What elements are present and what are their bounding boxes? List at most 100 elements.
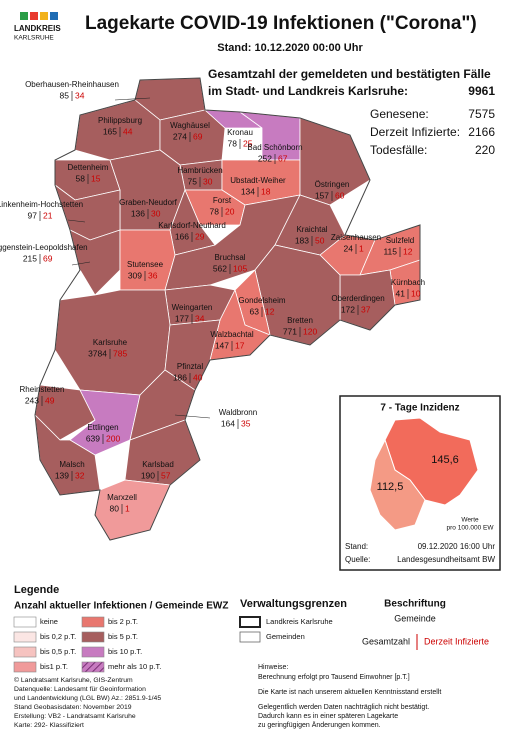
municipality-total: 186 (173, 372, 187, 382)
legend-subtitle: Anzahl aktueller Infektionen / Gemeinde … (14, 601, 228, 612)
municipality-current: 17 (235, 340, 245, 350)
municipality-total: 115 (383, 246, 397, 256)
summary-heading: im Stadt- und Landkreis Karlsruhe: (208, 84, 408, 98)
inset-stand-label: Stand: (345, 542, 368, 551)
municipality-name: Walzbachtal (210, 330, 254, 339)
municipality-total: 172 (341, 304, 355, 314)
municipality-current: 12 (265, 306, 275, 316)
legend-label: bis 0,5 p.T. (40, 647, 76, 656)
municipality-total: 97 (28, 210, 38, 220)
municipality-name: Graben-Neudorf (119, 198, 178, 207)
municipality-total: 243 (25, 395, 39, 405)
municipality-total: 190 (141, 470, 155, 480)
note-line: Berechnung erfolgt pro Tausend Einwohner… (258, 674, 410, 681)
municipality-total: 58 (76, 173, 86, 183)
municipality-name: Karlsbad (142, 460, 174, 469)
municipality-total: 309 (128, 270, 142, 280)
municipality-current: 10 (411, 288, 421, 298)
municipality-current: 15 (91, 173, 101, 183)
summary-value: 2166 (468, 125, 495, 139)
municipality-total: 164 (221, 418, 235, 428)
title: Lagekarte COVID-19 Infektionen ("Corona"… (85, 13, 477, 34)
municipality-name: Eggenstein-Leopoldshafen (0, 243, 88, 252)
municipality-name: Marxzell (107, 493, 137, 502)
municipality-total: 63 (250, 306, 260, 316)
summary-value: 7575 (468, 107, 495, 121)
municipality-total: 639 (86, 433, 100, 443)
logo-text: LANDKREIS (14, 24, 61, 33)
municipality-current: 105 (233, 263, 247, 273)
labeling-current: Derzeit Infizierte (424, 636, 489, 646)
footer-line: © Landratsamt Karlsruhe, GIS-Zentrum (14, 676, 133, 684)
municipality-current: 35 (241, 418, 251, 428)
municipality-area (109, 149, 186, 231)
logo-text: KARLSRUHE (14, 35, 54, 42)
municipality-current: 37 (361, 304, 371, 314)
municipality-current: 30 (151, 208, 161, 218)
inset-title: 7 - Tage Inzidenz (380, 403, 459, 414)
municipality-total: 274 (173, 131, 187, 141)
municipality-total: 3784 (88, 348, 107, 358)
municipality-current: 30 (203, 176, 213, 186)
municipality-total: 771 (283, 326, 297, 336)
municipality-current: 1 (359, 243, 364, 253)
municipality-current: 69 (43, 253, 53, 263)
logo (20, 12, 58, 20)
legend-label: bis 0,2 p.T. (40, 632, 76, 641)
municipality-total: 562 (213, 263, 227, 273)
note-line: zu geringfügigen Änderungen kommen. (258, 721, 381, 729)
borders-title: Verwaltungsgrenzen (240, 598, 347, 610)
municipality-name: Pfinztal (177, 362, 203, 371)
inset-unit: Werte (461, 517, 479, 524)
municipality-current: 36 (148, 270, 158, 280)
leader-line (174, 414, 211, 419)
summary-value: 220 (475, 143, 495, 157)
legend-swatch (13, 646, 37, 658)
municipality-name: Philippsburg (98, 116, 142, 125)
municipality-name: Kraichtal (296, 225, 327, 234)
municipality-total: 157 (315, 190, 329, 200)
inset-stand-value: 09.12.2020 16:00 Uhr (418, 542, 496, 551)
municipality-name: Oberhausen-Rheinhausen (25, 80, 119, 89)
labeling-total: Gesamtzahl (362, 636, 410, 646)
municipality-area (69, 229, 121, 296)
summary-total: 9961 (468, 84, 495, 98)
municipality-current: 34 (195, 313, 205, 323)
municipality-current: 18 (261, 186, 271, 196)
leader-line (71, 261, 91, 266)
municipality-name: Karlsruhe (93, 338, 128, 347)
municipality-name: Bretten (287, 316, 313, 325)
labeling-title: Beschriftung (384, 599, 446, 610)
footer-line: und Landentwicklung (LGL BW) Az.: 2851.9… (14, 695, 161, 702)
legend-title: Legende (14, 584, 59, 596)
footer-line: Datenquelle: Landesamt für Geoinformatio… (14, 686, 146, 693)
municipality-total: 252 (258, 153, 272, 163)
municipality-total: 215 (23, 253, 37, 263)
municipality-name: Zaisenhausen (331, 233, 381, 242)
leader-line (67, 219, 86, 223)
municipality-current: 50 (315, 235, 325, 245)
summary-label: Genesene: (370, 107, 429, 121)
municipality-current: 785 (113, 348, 127, 358)
municipality-name: Waghäusel (170, 121, 210, 130)
municipality-current: 60 (335, 190, 345, 200)
incidence-value: 112,5 (377, 481, 404, 493)
municipality-total: 134 (241, 186, 255, 196)
municipality-total: 85 (60, 90, 70, 100)
municipality-name: Forst (213, 196, 232, 205)
municipality-current: 20 (225, 206, 235, 216)
municipality-current: 57 (161, 470, 171, 480)
legend-swatch (13, 661, 37, 673)
legend-label: bis 2 p.T. (108, 617, 138, 626)
legend-swatch (81, 646, 105, 658)
municipality-name: Dettenheim (68, 163, 109, 172)
municipality-current: 25 (243, 138, 253, 148)
municipality-total: 24 (344, 243, 354, 253)
municipality-total: 147 (215, 340, 229, 350)
municipality-name: Ubstadt-Weiher (230, 176, 286, 185)
incidence-region (369, 438, 426, 531)
